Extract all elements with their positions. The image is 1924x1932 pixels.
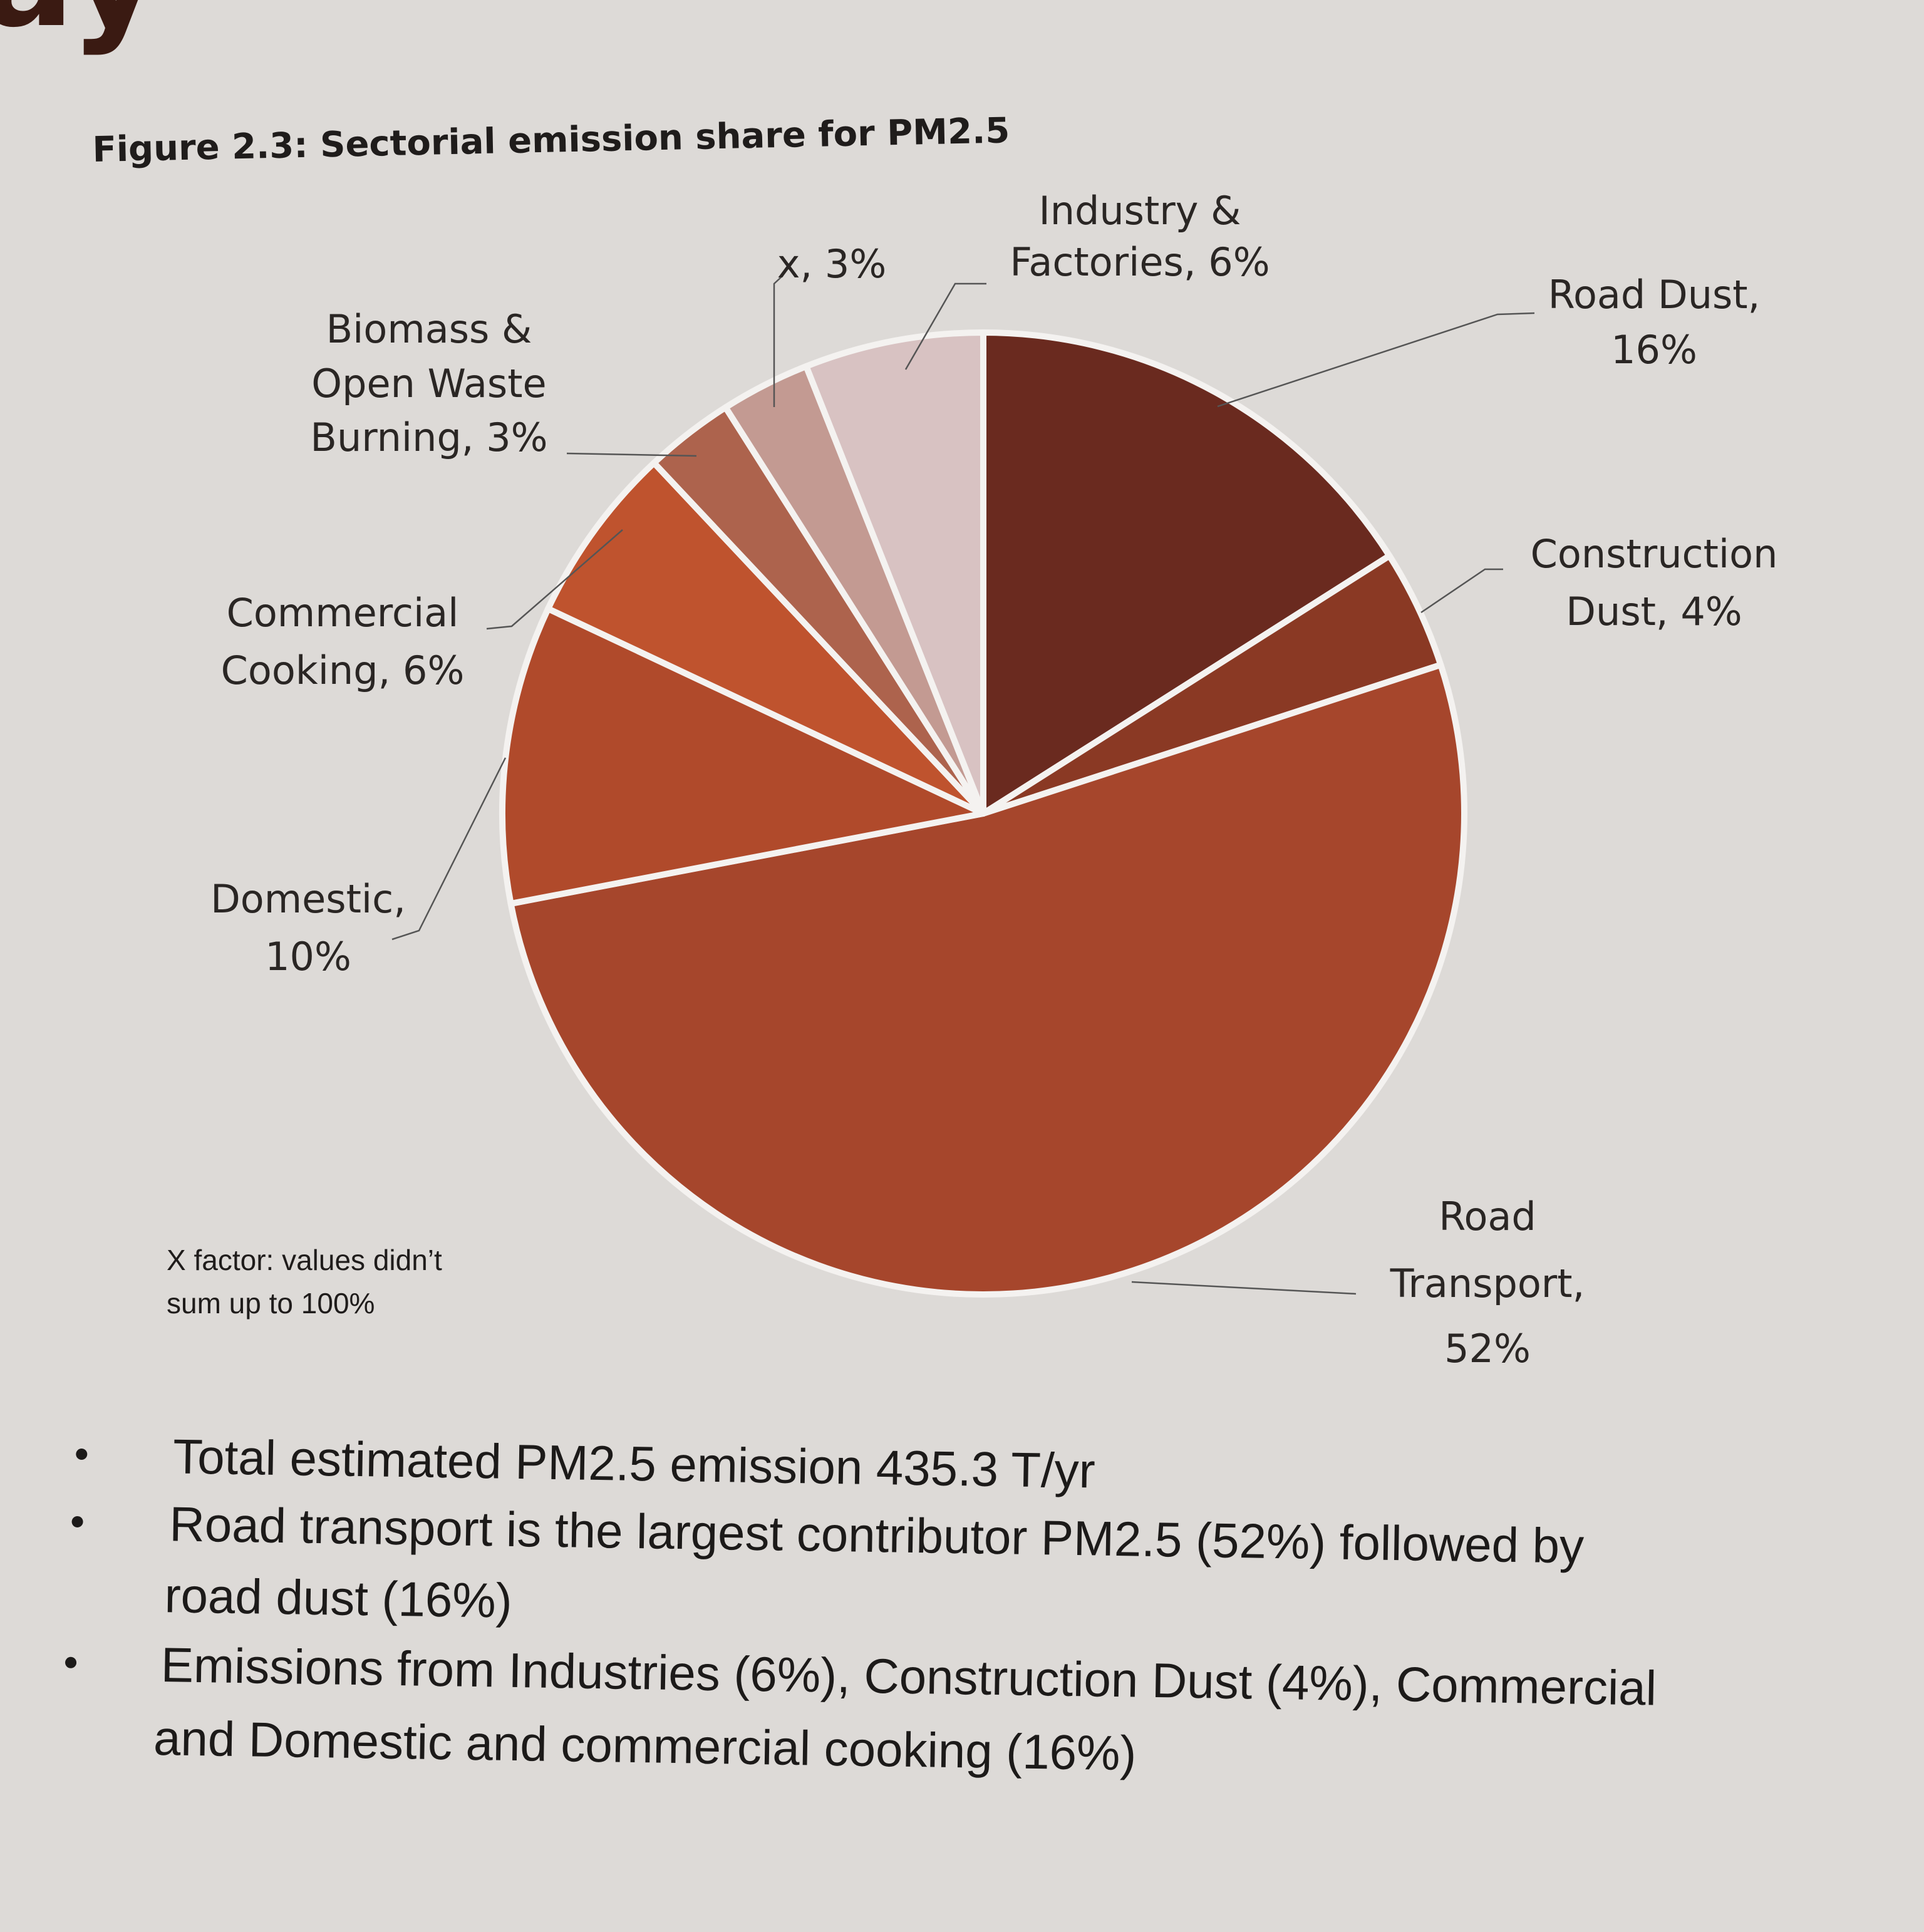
leader-commercial xyxy=(486,529,623,630)
bullet-list: Total estimated PM2.5 emission 435.3 T/y… xyxy=(65,1428,1657,1781)
bullet-text: Total estimated PM2.5 emission 435.3 T/y… xyxy=(173,1428,1096,1498)
note-line: X factor: values didn’t xyxy=(167,1244,442,1276)
bullet-text: Emissions from Industries (6%), Construc… xyxy=(160,1637,1657,1716)
pie-slice-industry-factories xyxy=(803,329,986,817)
label-line: Dust, 4% xyxy=(1566,589,1742,634)
label-biomass: Biomass & Open Waste Burning, 3% xyxy=(310,306,547,460)
bullet-item: Total estimated PM2.5 emission 435.3 T/y… xyxy=(76,1428,1096,1498)
bullet-text: road dust (16%) xyxy=(164,1568,512,1628)
label-line: 16% xyxy=(1611,327,1697,373)
label-line: 52% xyxy=(1444,1326,1531,1372)
leader-road-transport xyxy=(1131,1281,1357,1295)
label-line: Domestic, xyxy=(210,876,406,922)
leader-biomass xyxy=(566,452,697,457)
heading-fragment: ay xyxy=(0,0,160,58)
label-line: 10% xyxy=(265,934,351,979)
label-construction-dust: Construction Dust, 4% xyxy=(1531,531,1778,634)
label-line: Construction xyxy=(1531,531,1778,577)
leader-industry xyxy=(904,282,986,370)
pie-slice-road-dust xyxy=(980,329,1393,817)
leader-construction xyxy=(1420,568,1503,614)
label-road-transport: Road Transport, 52% xyxy=(1390,1194,1585,1372)
leader-road-dust xyxy=(1217,312,1535,408)
bullet-text: Road transport is the largest contributo… xyxy=(169,1496,1585,1573)
label-line: Open Waste xyxy=(311,361,546,406)
bullet-dot xyxy=(65,1656,77,1668)
leader-domestic xyxy=(391,757,507,941)
pie-slice-domestic xyxy=(499,606,986,907)
leader-lines xyxy=(391,275,1535,1295)
label-line: Road Dust, xyxy=(1548,272,1761,318)
leader-x xyxy=(773,275,784,407)
label-line: Factories, 6% xyxy=(1010,239,1270,285)
pie-slice-commercial-cooking xyxy=(545,460,986,817)
label-line: x, 3% xyxy=(777,241,886,287)
label-road-dust: Road Dust, 16% xyxy=(1548,272,1761,373)
label-line: Commercial xyxy=(227,590,459,636)
label-x: x, 3% xyxy=(777,241,886,287)
bullet-item: Emissions from Industries (6%), Construc… xyxy=(65,1637,1657,1781)
chart-title: Figure 2.3: Sectorial emission share for… xyxy=(92,110,1010,170)
label-line: Road xyxy=(1439,1194,1536,1239)
pie-slice-road-transport xyxy=(507,661,1467,1298)
pie-slices xyxy=(499,329,1467,1298)
label-industry: Industry & Factories, 6% xyxy=(1010,188,1270,285)
label-line: Biomass & xyxy=(326,306,532,352)
label-line: Industry & xyxy=(1038,188,1241,234)
bullet-text: and Domestic and commercial cooking (16%… xyxy=(153,1710,1137,1781)
label-domestic: Domestic, 10% xyxy=(210,876,406,979)
x-factor-note: X factor: values didn’t sum up to 100% xyxy=(167,1244,442,1320)
bullet-dot xyxy=(71,1516,83,1527)
bullet-dot xyxy=(76,1449,88,1460)
bullet-item: Road transport is the largest contributo… xyxy=(71,1496,1585,1628)
label-line: Burning, 3% xyxy=(310,415,547,460)
label-line: Transport, xyxy=(1390,1261,1585,1306)
label-line: Cooking, 6% xyxy=(221,648,465,693)
label-commercial-cooking: Commercial Cooking, 6% xyxy=(221,590,465,693)
note-line: sum up to 100% xyxy=(167,1287,375,1320)
